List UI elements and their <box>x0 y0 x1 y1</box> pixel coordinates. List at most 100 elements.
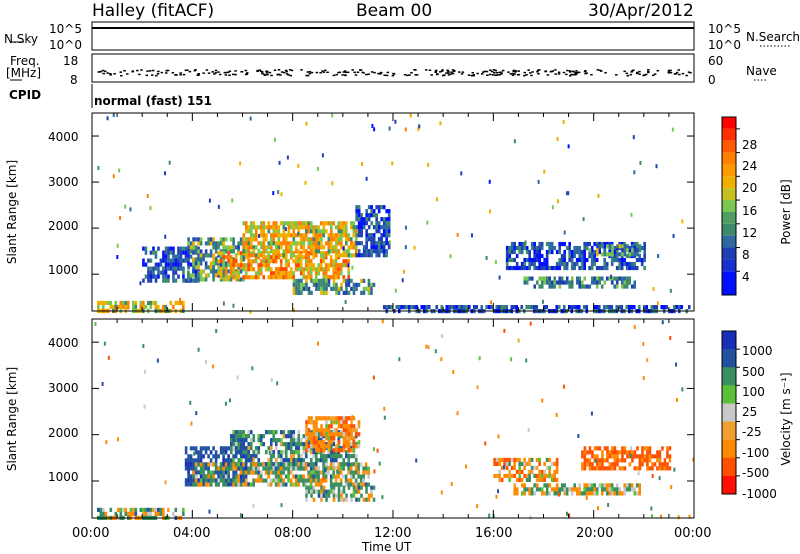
power-cell <box>267 221 271 226</box>
power-cell <box>189 262 193 267</box>
velocity-cell <box>257 450 261 455</box>
freq-point <box>507 71 510 73</box>
velocity-cell <box>237 438 241 443</box>
velocity-cell <box>598 483 601 488</box>
power-cell <box>254 275 258 280</box>
velocity-cell <box>242 442 246 447</box>
velocity-cell <box>663 458 667 463</box>
velocity-cell <box>262 466 265 471</box>
power-cell <box>535 305 539 310</box>
power-scatter <box>436 197 439 202</box>
freq-point <box>511 72 515 75</box>
freq-point <box>667 71 671 73</box>
freq-point <box>424 69 428 71</box>
freq-tick-8: 8 <box>70 73 78 87</box>
nave-tick-60: 60 <box>708 54 724 68</box>
freq-point <box>123 69 126 72</box>
velocity-cell <box>307 416 311 421</box>
velocity-scatter <box>383 406 386 411</box>
power-cell <box>562 305 566 310</box>
power-cell <box>245 253 248 258</box>
velocity-cell <box>305 432 308 437</box>
power-cell <box>387 305 391 310</box>
velocity-cell <box>651 454 654 459</box>
power-cell <box>598 265 601 271</box>
power-cell <box>300 278 303 283</box>
power-cell <box>367 286 371 291</box>
velocity-cell <box>626 454 629 459</box>
power-cell <box>304 263 308 268</box>
power-scatter <box>139 281 142 286</box>
velocity-cell <box>337 446 341 451</box>
power-cell <box>367 249 371 254</box>
velocity-cell <box>357 440 361 445</box>
velocity-cell <box>310 432 313 437</box>
power-cell <box>302 282 306 287</box>
power-cell <box>297 282 301 287</box>
velocity-cell <box>254 462 258 467</box>
velocity-cell <box>212 474 215 479</box>
velocity-cell <box>322 444 326 449</box>
velocity-cell <box>555 491 559 496</box>
velocity-cell <box>229 482 233 487</box>
velocity-cell <box>335 420 338 425</box>
velocity-cell <box>320 424 323 429</box>
power-colorbar-band <box>722 152 736 165</box>
velocity-cell <box>317 440 321 445</box>
velocity-cell <box>585 491 589 496</box>
velocity-cell <box>172 511 175 517</box>
velocity-cell <box>538 473 541 479</box>
velocity-cell <box>204 474 208 479</box>
power-cell <box>357 225 361 230</box>
power-cell <box>362 249 366 254</box>
power-cell <box>277 229 281 234</box>
velocity-cell <box>222 478 225 483</box>
power-cell <box>372 209 376 214</box>
velocity-cell <box>606 466 609 471</box>
power-cell <box>575 257 579 263</box>
velocity-cell <box>269 478 273 483</box>
velocity-cell <box>335 493 338 498</box>
vel-cbar-tick-25: 25 <box>742 405 758 419</box>
power-cell <box>237 275 241 280</box>
velocity-cell <box>322 448 326 453</box>
power-cell <box>255 237 258 242</box>
power-cell <box>315 245 318 250</box>
power-cell <box>152 274 155 279</box>
power-cell <box>284 263 288 268</box>
power-cell <box>229 267 233 272</box>
velocity-cell <box>247 442 251 447</box>
power-scatter <box>388 240 391 245</box>
power-scatter <box>418 124 421 129</box>
power-scatter <box>371 123 374 128</box>
velocity-cell <box>540 473 544 479</box>
power-cell <box>568 249 571 255</box>
velocity-scatter <box>143 404 146 409</box>
power-cell <box>525 280 529 285</box>
power-cell <box>355 233 358 238</box>
velocity-cell <box>545 465 549 471</box>
velocity-cell <box>345 444 348 449</box>
velocity-cell <box>337 493 341 498</box>
velocity-cell <box>279 438 283 443</box>
velocity-cell <box>320 497 323 502</box>
velocity-cell <box>530 469 534 475</box>
velocity-cell <box>254 450 258 455</box>
velocity-scatter <box>497 434 500 439</box>
power-cell <box>345 229 348 234</box>
power-cell <box>109 300 113 306</box>
velocity-scatter <box>270 377 273 382</box>
velocity-cell <box>304 478 308 483</box>
velocity-cell <box>593 446 597 451</box>
power-cell <box>588 284 592 289</box>
power-cell <box>360 213 363 218</box>
velocity-cell <box>277 450 281 455</box>
velocity-cell <box>545 457 549 463</box>
power-cell <box>207 273 210 278</box>
freq-point <box>537 72 540 75</box>
power-cell <box>620 241 624 247</box>
power-cell <box>342 275 346 280</box>
velocity-cell <box>355 489 358 494</box>
power-cell <box>244 267 248 272</box>
power-cell <box>280 245 283 250</box>
